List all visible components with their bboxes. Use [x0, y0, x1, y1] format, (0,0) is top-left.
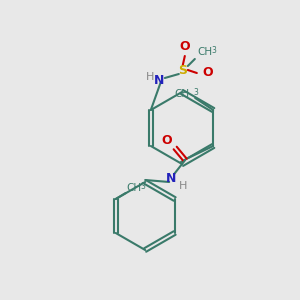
Text: CH: CH — [126, 183, 141, 193]
Text: O: O — [202, 67, 213, 80]
Text: 3: 3 — [193, 88, 198, 97]
Text: N: N — [166, 172, 176, 184]
Text: CH: CH — [174, 89, 189, 99]
Text: S: S — [178, 64, 187, 76]
Text: 3: 3 — [212, 46, 217, 55]
Text: O: O — [179, 40, 190, 53]
Text: H: H — [179, 181, 188, 191]
Text: 3: 3 — [141, 182, 146, 191]
Text: CH: CH — [197, 47, 212, 57]
Text: N: N — [154, 74, 164, 86]
Text: H: H — [146, 72, 154, 82]
Text: O: O — [162, 134, 172, 148]
